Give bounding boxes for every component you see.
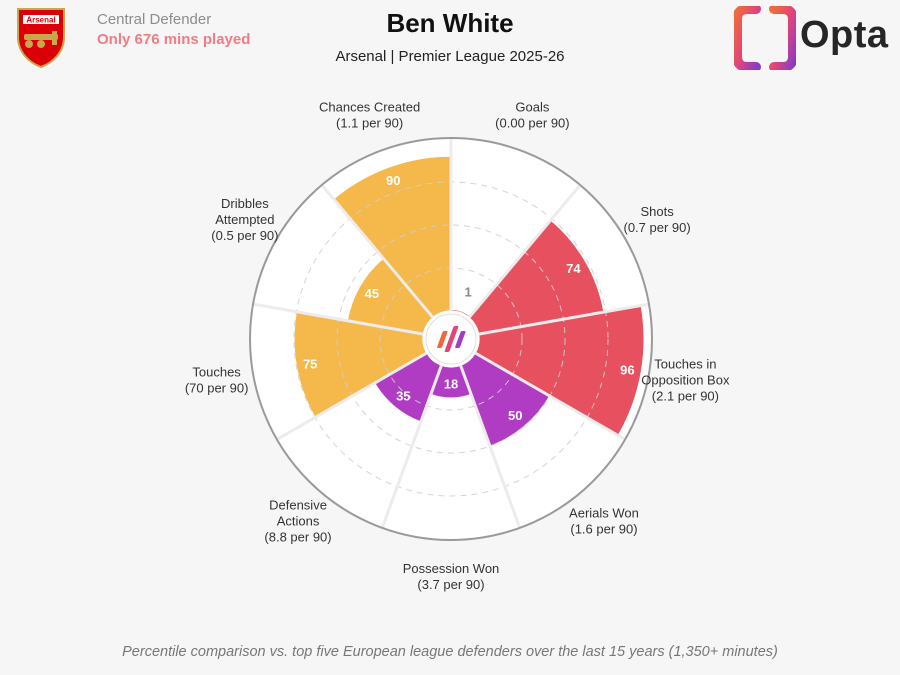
category-label-3: Touches in Opposition Box (2.1 per 90) [641, 356, 730, 403]
value-label-5: 18 [444, 376, 458, 391]
grid-ring-2 [336, 224, 566, 454]
arsenal-crest-icon: Arsenal [17, 8, 65, 69]
spoke-5 [459, 364, 521, 528]
spoke-2 [467, 184, 581, 319]
spoke-4 [474, 351, 625, 441]
bar-shots [468, 219, 605, 335]
spoke-8 [253, 302, 424, 336]
footnote: Percentile comparison vs. top five Europ… [122, 644, 778, 660]
spoke-7 [277, 351, 428, 441]
value-label-1: 1 [464, 285, 471, 300]
center-logo-icon [437, 326, 466, 352]
category-label-5: Possession Won (3.7 per 90) [403, 561, 500, 592]
category-label-6: Defensive Actions (8.8 per 90) [264, 497, 331, 544]
value-label-4: 50 [508, 408, 522, 423]
bar-touches-in-opposition-box [474, 304, 645, 437]
spoke-3 [478, 302, 649, 336]
category-label-7: Touches (70 per 90) [185, 364, 249, 395]
category-label-8: Dribbles Attempted (0.5 per 90) [211, 196, 278, 243]
minutes-note: Only 676 mins played [97, 31, 251, 48]
team-season: Arsenal | Premier League 2025-26 [335, 48, 565, 65]
value-label-2: 74 [566, 261, 581, 276]
spoke-6 [381, 364, 443, 528]
radar-outer-ring [249, 137, 653, 541]
player-position: Central Defender [97, 11, 212, 28]
header: Arsenal Central Defender Only 676 mins p… [0, 0, 900, 80]
category-label-9: Chances Created (1.1 per 90) [319, 99, 420, 130]
bar-chances-created [332, 155, 452, 319]
value-label-3: 96 [620, 363, 634, 378]
spoke-9 [321, 184, 435, 319]
category-label-2: Shots (0.7 per 90) [624, 204, 691, 235]
category-label-1: Goals (0.00 per 90) [495, 99, 569, 130]
value-label-7: 75 [303, 356, 317, 371]
opta-logo-icon [734, 6, 796, 70]
value-label-8: 45 [365, 286, 379, 301]
category-label-4: Aerials Won (1.6 per 90) [569, 505, 639, 536]
value-label-9: 90 [386, 173, 400, 188]
crest-text: Arsenal [26, 16, 55, 25]
value-label-6: 35 [396, 388, 410, 403]
player-name: Ben White [386, 8, 514, 38]
opta-wordmark: Opta [800, 14, 889, 56]
